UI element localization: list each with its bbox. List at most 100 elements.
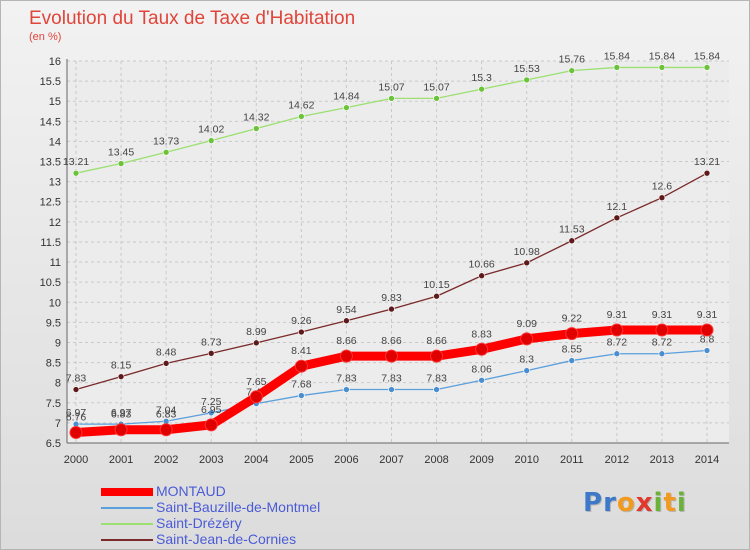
data-label: 8.15: [111, 360, 132, 372]
data-point: [114, 423, 128, 437]
data-point: [388, 386, 395, 393]
data-point: [343, 386, 350, 393]
data-point: [478, 272, 485, 280]
data-point: [388, 305, 395, 313]
data-label: 7.65: [246, 376, 267, 388]
data-point: [520, 332, 534, 346]
data-point: [69, 426, 83, 440]
logo-letter: o: [616, 488, 636, 518]
data-point: [610, 323, 624, 337]
legend-swatch-saint-bauzille: [101, 507, 153, 509]
legend-swatch-saint-drezery: [101, 523, 153, 525]
chart-title: Evolution du Taux de Taxe d'Habitation: [29, 8, 356, 29]
data-point: [207, 409, 215, 417]
data-point: [343, 104, 350, 111]
data-point: [613, 64, 621, 71]
data-point: [298, 113, 305, 120]
data-point: [298, 328, 305, 336]
data-label: 8.41: [291, 345, 312, 357]
data-point: [433, 386, 440, 393]
data-point: [523, 76, 531, 84]
x-tick-label: 2002: [154, 454, 178, 466]
data-point: [523, 367, 531, 374]
data-point: [658, 194, 666, 202]
y-tick-label: 12: [49, 217, 61, 229]
x-tick-label: 2000: [64, 454, 88, 466]
data-label: 15.84: [604, 50, 630, 62]
data-point: [478, 85, 485, 93]
data-label: 15.3: [471, 72, 492, 84]
data-point: [433, 292, 440, 300]
data-point: [568, 67, 576, 74]
data-point: [117, 373, 125, 380]
x-tick-label: 2011: [560, 454, 584, 466]
data-label: 6.83: [111, 409, 132, 421]
legend-label-montaud: MONTAUD: [156, 483, 226, 499]
data-label: 8.66: [426, 335, 447, 347]
data-label: 8.83: [471, 328, 492, 340]
y-tick-label: 11.5: [40, 237, 61, 249]
data-label: 10.98: [514, 246, 540, 258]
data-label: 9.31: [697, 309, 718, 321]
data-point: [388, 95, 395, 102]
y-tick-label: 10: [49, 297, 61, 309]
data-label: 8.3: [519, 354, 534, 366]
data-label: 10.66: [469, 259, 495, 271]
data-label: 14.32: [243, 112, 269, 124]
data-label: 13.21: [694, 156, 720, 168]
x-tick-label: 2007: [379, 454, 403, 466]
data-label: 9.31: [607, 309, 628, 321]
data-point: [162, 148, 170, 156]
logo-letter: r: [603, 488, 617, 518]
data-point: [343, 317, 350, 325]
data-label: 12.1: [607, 201, 628, 213]
data-label: 7.04: [156, 404, 177, 416]
data-label: 8.72: [607, 337, 628, 349]
y-tick-label: 12.5: [40, 197, 61, 209]
data-point: [568, 237, 576, 245]
data-point: [703, 347, 711, 354]
data-label: 8.48: [156, 346, 177, 358]
y-tick-label: 9: [55, 337, 61, 349]
data-label: 9.22: [562, 313, 583, 325]
data-label: 8.72: [652, 337, 673, 349]
y-tick-label: 16: [49, 56, 61, 68]
data-label: 6.83: [156, 409, 177, 421]
data-point: [162, 360, 170, 367]
logo-letter: i: [653, 488, 664, 518]
plot-area: [67, 61, 729, 443]
data-label: 6.97: [111, 407, 132, 419]
logo-letter: i: [676, 488, 687, 518]
data-label: 7.25: [201, 396, 222, 408]
x-tick-label: 2001: [109, 454, 133, 466]
y-tick-label: 8: [55, 378, 61, 390]
y-tick-label: 10.5: [40, 277, 61, 289]
data-label: 15.84: [694, 50, 720, 62]
x-tick-label: 2003: [199, 454, 223, 466]
data-label: 8.66: [336, 335, 357, 347]
data-point: [252, 125, 260, 132]
y-tick-label: 14: [49, 136, 61, 148]
data-label: 9.54: [336, 304, 357, 316]
y-tick-label: 7.5: [46, 398, 61, 410]
data-label: 11.53: [559, 224, 585, 236]
data-label: 7.83: [381, 373, 402, 385]
logo-letter: P: [583, 488, 604, 518]
y-tick-label: 13: [49, 177, 61, 189]
data-point: [478, 376, 485, 384]
data-point: [658, 350, 666, 358]
data-label: 15.07: [378, 81, 404, 93]
y-tick-label: 15.5: [40, 76, 61, 88]
data-label: 10.15: [423, 279, 449, 291]
y-tick-label: 9.5: [46, 317, 61, 329]
data-label: 6.95: [201, 404, 222, 416]
logo-letter: t: [663, 488, 677, 518]
proxiti-logo: Proxiti: [583, 488, 687, 518]
data-label: 15.53: [514, 63, 540, 75]
data-point: [339, 349, 353, 363]
data-point: [207, 350, 215, 357]
y-tick-label: 6.5: [46, 438, 61, 450]
y-tick-label: 14.5: [40, 116, 61, 128]
y-tick-label: 15: [49, 96, 61, 108]
